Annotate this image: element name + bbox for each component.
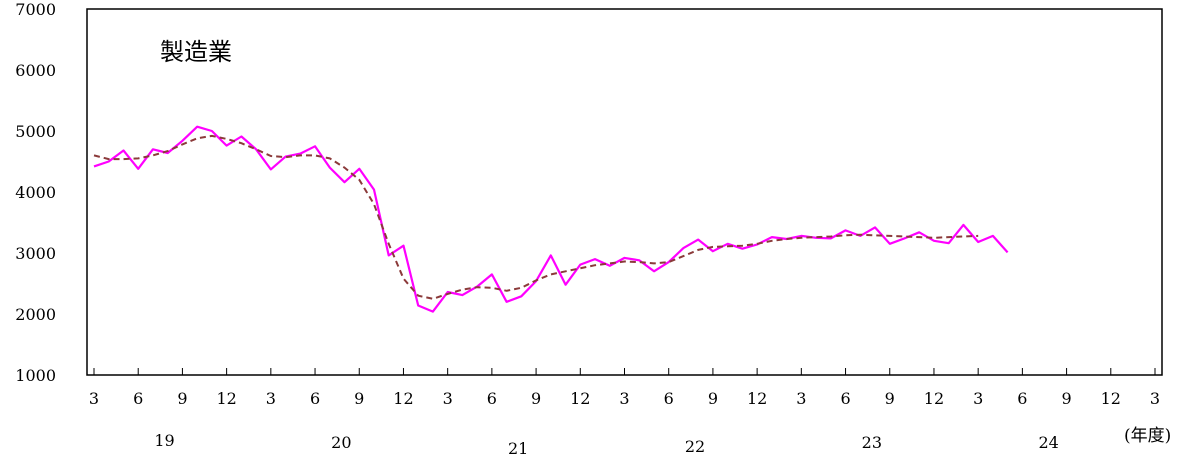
x-tick-label: 9 xyxy=(177,389,187,408)
x-tick-label: 12 xyxy=(924,389,944,408)
x-axis-tick-labels: 3 6 9 12 3 6 9 12 3 6 9 12 3 6 9 12 3 6 9 12 3 6 9 12 3 xyxy=(89,389,1160,408)
x-tick-label: 3 xyxy=(443,389,453,408)
x-tick-label: 3 xyxy=(796,389,806,408)
x-tick-label: 9 xyxy=(708,389,718,408)
fiscal-year-labels: 19 20 21 22 23 24 xyxy=(154,431,1059,458)
x-tick-label: 3 xyxy=(619,389,629,408)
x-tick-label: 9 xyxy=(531,389,541,408)
x-tick-label: 6 xyxy=(664,389,674,408)
x-tick-label: 3 xyxy=(1150,389,1160,408)
fiscal-year-label: 23 xyxy=(862,433,882,452)
y-tick-label: 1000 xyxy=(15,366,56,385)
x-axis-ticks xyxy=(94,368,1155,375)
y-tick-label: 2000 xyxy=(15,305,56,324)
trend-series-line xyxy=(94,136,978,299)
y-tick-label: 3000 xyxy=(15,244,56,263)
y-axis-tick-labels: 1000 2000 3000 4000 5000 6000 7000 xyxy=(15,0,56,385)
plot-area-frame xyxy=(87,9,1162,375)
y-tick-label: 6000 xyxy=(15,61,56,80)
x-tick-label: 6 xyxy=(133,389,143,408)
fiscal-year-label: 20 xyxy=(331,433,351,452)
x-tick-label: 6 xyxy=(1017,389,1027,408)
x-tick-label: 3 xyxy=(266,389,276,408)
x-tick-label: 3 xyxy=(89,389,99,408)
x-tick-label: 12 xyxy=(570,389,590,408)
actual-series-line xyxy=(94,127,1008,312)
x-tick-label: 6 xyxy=(310,389,320,408)
fiscal-year-label: 24 xyxy=(1039,433,1059,452)
x-tick-label: 9 xyxy=(885,389,895,408)
fiscal-year-label: 22 xyxy=(685,437,705,456)
x-tick-label: 12 xyxy=(747,389,767,408)
x-tick-label: 6 xyxy=(487,389,497,408)
y-tick-label: 4000 xyxy=(15,183,56,202)
y-tick-label: 5000 xyxy=(15,122,56,141)
x-tick-label: 9 xyxy=(354,389,364,408)
x-tick-label: 12 xyxy=(216,389,236,408)
x-tick-label: 12 xyxy=(393,389,413,408)
x-unit-label: (年度) xyxy=(1124,426,1171,446)
panel-label: 製造業 xyxy=(160,38,232,66)
series-lines xyxy=(94,127,1008,312)
x-tick-label: 12 xyxy=(1101,389,1121,408)
x-tick-label: 6 xyxy=(840,389,850,408)
x-tick-label: 3 xyxy=(973,389,983,408)
x-tick-label: 9 xyxy=(1061,389,1071,408)
y-tick-label: 7000 xyxy=(15,0,56,19)
fiscal-year-label: 19 xyxy=(154,431,174,450)
fiscal-year-label: 21 xyxy=(508,439,528,458)
